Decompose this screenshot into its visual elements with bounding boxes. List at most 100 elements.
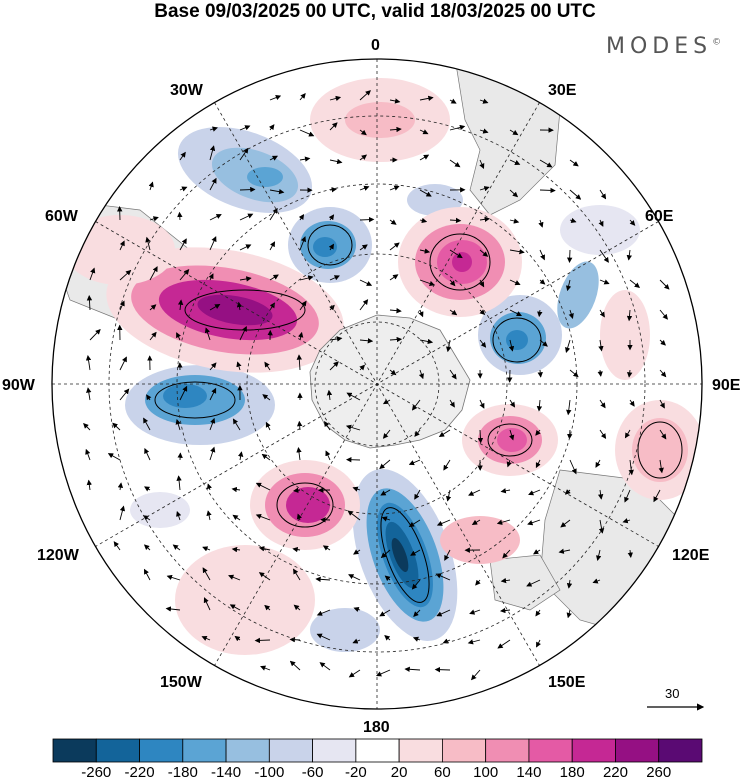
wind-vector — [209, 446, 216, 461]
wind-vector — [348, 669, 361, 678]
wind-vector — [379, 459, 391, 470]
wind-vector — [412, 636, 421, 642]
colorbar-swatch — [441, 738, 487, 763]
colorbar-tick-label: -60 — [301, 764, 324, 781]
wind-vector — [479, 216, 490, 223]
wind-vector — [506, 459, 512, 468]
colorbar-tick-label: 180 — [559, 764, 585, 781]
wind-vector — [149, 266, 158, 281]
wind-vector — [269, 124, 275, 131]
wind-vector — [236, 361, 242, 371]
wind-vector — [206, 510, 212, 521]
wind-vector — [203, 597, 211, 611]
wind-vector — [229, 604, 241, 611]
wind-vector — [328, 243, 334, 251]
wind-vector — [509, 309, 523, 317]
colorbar-swatch — [355, 738, 400, 763]
wind-vector — [264, 604, 271, 611]
modes-logo: MODES© — [606, 34, 721, 59]
wind-vector — [567, 429, 573, 440]
wind-vector — [419, 279, 435, 287]
wind-vector — [566, 399, 572, 416]
wind-vector — [375, 669, 391, 677]
wind-vector — [293, 604, 301, 611]
wind-vector — [293, 487, 301, 493]
wind-vector — [419, 217, 428, 224]
wind-vector — [479, 186, 490, 192]
wind-vector — [299, 129, 315, 137]
wind-vector — [509, 429, 515, 441]
colorbar-tick-label: -220 — [124, 764, 155, 781]
wind-vector — [316, 633, 331, 641]
wind-vector — [384, 635, 391, 641]
wind-vector — [475, 579, 481, 586]
wind-vector — [228, 574, 241, 581]
wind-vector — [449, 124, 466, 131]
wind-vector — [566, 249, 573, 263]
lon-label-30w: 30W — [170, 82, 203, 99]
lon-label-90e: 90E — [712, 377, 741, 394]
wind-vector — [627, 369, 633, 378]
wind-vector — [359, 244, 368, 251]
lon-label-60w: 60W — [45, 208, 78, 225]
wind-vector — [329, 158, 343, 165]
wind-vector — [239, 276, 252, 282]
colorbar-tick-label: 140 — [516, 764, 542, 781]
wind-vector — [85, 355, 92, 371]
wind-vector — [467, 639, 481, 645]
wind-vector — [497, 639, 511, 649]
wind-vector — [479, 159, 485, 170]
wind-vector — [86, 479, 92, 491]
wind-vector — [419, 129, 429, 135]
wind-vector — [231, 546, 241, 553]
wind-vector — [353, 606, 361, 613]
wind-vector — [408, 459, 421, 466]
wind-vector — [596, 549, 602, 561]
wind-vector — [325, 450, 331, 461]
wind-vector — [359, 154, 368, 161]
wind-vector — [119, 388, 130, 401]
wind-vector — [419, 248, 431, 254]
wind-vector — [352, 486, 361, 492]
wind-vector — [599, 189, 607, 200]
wind-vector — [269, 188, 285, 195]
wind-vector — [166, 574, 181, 581]
wind-vector — [319, 662, 331, 671]
wind-vector — [509, 248, 525, 255]
wind-vector — [258, 572, 271, 581]
lon-label-150e: 150E — [548, 674, 586, 691]
wind-vector — [359, 185, 370, 191]
wind-vector — [179, 269, 190, 281]
wind-vector — [624, 429, 631, 439]
wind-vector — [389, 369, 397, 376]
wind-vector — [536, 399, 543, 412]
wind-vector — [265, 421, 271, 431]
wind-vector — [146, 394, 152, 401]
wind-vector — [382, 429, 391, 439]
wind-vector — [659, 309, 668, 320]
wind-vector — [598, 219, 604, 227]
wind-vector — [329, 187, 337, 193]
wind-vector — [526, 579, 541, 587]
wind-vector — [565, 279, 572, 292]
wind-vector — [500, 607, 511, 614]
lon-label-180: 180 — [363, 719, 390, 736]
colorbar-swatch — [528, 738, 573, 763]
wind-vector — [599, 429, 607, 440]
graticule — [52, 59, 702, 709]
wind-vector — [539, 187, 556, 194]
colorbar-tick-label: -20 — [345, 764, 367, 781]
wind-vector — [479, 309, 486, 316]
wind-vector — [413, 609, 421, 617]
wind-vector — [479, 249, 489, 257]
wind-vector — [359, 299, 369, 311]
wind-vector — [380, 489, 391, 496]
wind-vector — [539, 159, 553, 168]
wind-vector — [179, 186, 188, 192]
wind-vector — [449, 369, 457, 380]
wind-vector — [177, 299, 184, 311]
colorbar-tick-label: -140 — [211, 764, 242, 781]
wind-vector — [569, 217, 577, 224]
wind-vector — [477, 429, 484, 444]
